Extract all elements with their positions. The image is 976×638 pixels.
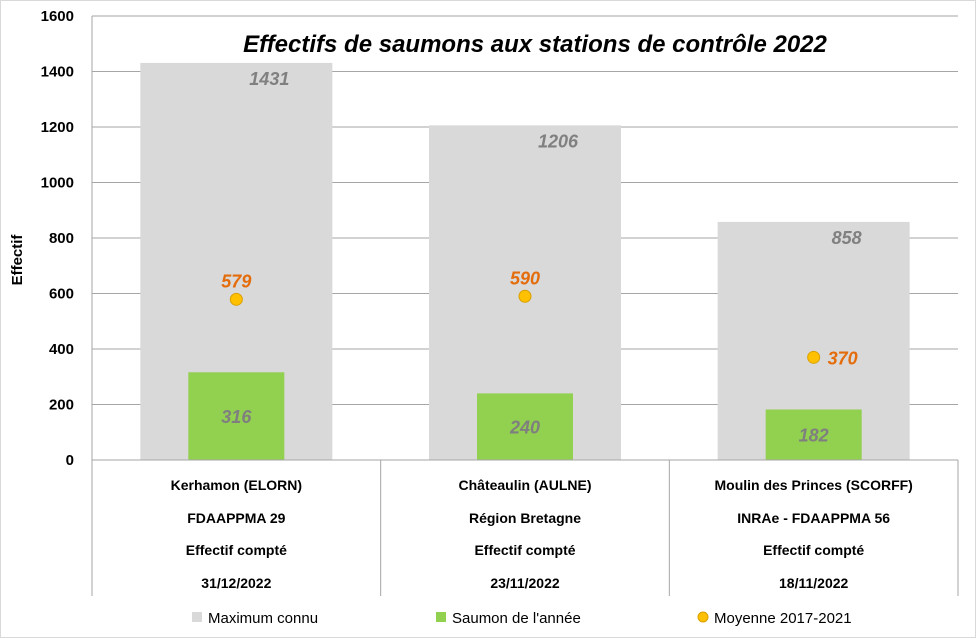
bar-saumon-annee [188,372,285,460]
legend-label: Moyenne 2017-2021 [714,610,852,627]
y-tick-label: 800 [49,230,74,247]
category-label-line: Effectif compté [186,542,287,558]
y-tick-label: 400 [49,341,74,358]
bar-saumon-annee [765,409,862,460]
legend-swatch [697,611,709,623]
legend-label: Maximum connu [208,610,318,627]
y-tick-label: 600 [49,286,74,303]
category-label-line: 31/12/2022 [201,575,271,591]
average-points: 579 590 370 [221,268,857,368]
y-axis-label: Effectif [9,234,26,286]
data-label-moyenne: 590 [510,268,540,288]
category-label-line: Effectif compté [763,542,864,558]
data-label-annee: 182 [799,426,829,446]
category-label-line: Kerhamon (ELORN) [171,477,302,493]
y-tick-label: 1000 [41,175,74,192]
category-label-line: Région Bretagne [469,510,581,526]
point-moyenne [807,350,821,364]
data-label-annee: 240 [509,418,540,438]
legend-label: Saumon de l'année [452,610,581,627]
y-axis-ticks: 0 200 400 600 800 1000 1200 1400 1600 [41,8,74,469]
y-tick-label: 200 [49,397,74,414]
data-label-maximum: 858 [832,228,862,248]
category-table: Kerhamon (ELORN) FDAAPPMA 29 Effectif comp… [91,459,959,596]
legend-swatch [436,612,446,622]
data-label-annee: 316 [221,407,252,427]
category-label-line: FDAAPPMA 29 [187,510,285,526]
y-tick-label: 1400 [41,64,74,81]
chart-title: Effectifs de saumons aux stations de con… [243,31,827,58]
category-label-line: 18/11/2022 [779,575,849,591]
category-label-line: INRAe - FDAAPPMA 56 [737,510,890,526]
category-label-line: 23/11/2022 [490,575,560,591]
point-moyenne [518,289,532,303]
data-label-moyenne: 579 [221,271,251,291]
data-label-maximum: 1206 [538,131,579,151]
y-tick-label: 0 [66,452,74,469]
legend-swatch [192,612,202,622]
legend: Maximum connu Saumon de l'année Moyenne 20… [192,610,852,627]
bar-saumon-annee [477,393,573,460]
data-label-maximum: 1431 [249,69,289,89]
y-tick-label: 1600 [41,8,74,25]
category-label-line: Châteaulin (AULNE) [459,477,592,493]
data-label-moyenne: 370 [828,348,858,368]
category-label-line: Effectif compté [474,542,575,558]
category-label-line: Moulin des Princes (SCORFF) [714,477,912,493]
y-tick-label: 1200 [41,119,74,136]
point-moyenne [229,292,243,306]
